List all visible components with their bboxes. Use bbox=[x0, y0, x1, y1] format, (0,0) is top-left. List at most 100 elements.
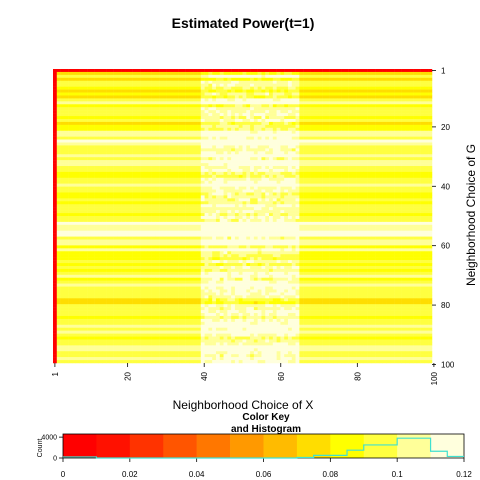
heatmap-cell bbox=[295, 145, 300, 149]
heatmap-cell bbox=[234, 130, 239, 134]
heatmap-cell bbox=[333, 183, 338, 187]
heatmap-cell bbox=[113, 86, 118, 90]
heatmap-cell bbox=[280, 121, 285, 126]
heatmap-cell bbox=[359, 148, 365, 152]
heatmap-cell bbox=[318, 166, 323, 170]
heatmap-cell bbox=[174, 127, 179, 131]
heatmap-cell bbox=[125, 192, 130, 196]
heatmap-cell bbox=[405, 124, 410, 129]
heatmap-cell bbox=[200, 74, 205, 79]
heatmap-cell bbox=[227, 77, 232, 82]
heatmap-cell bbox=[208, 207, 213, 211]
heatmap-cell bbox=[390, 154, 395, 158]
heatmap-cell bbox=[348, 104, 353, 108]
heatmap-cell bbox=[314, 86, 319, 90]
heatmap-cell bbox=[117, 92, 122, 96]
heatmap-cell bbox=[295, 77, 300, 82]
heatmap-cell bbox=[68, 80, 73, 84]
heatmap-cell bbox=[234, 83, 239, 87]
heatmap-cell bbox=[71, 83, 76, 87]
heatmap-cell bbox=[420, 195, 425, 199]
heatmap-cell bbox=[132, 174, 137, 179]
heatmap-cell bbox=[246, 121, 251, 126]
heatmap-cell bbox=[208, 195, 213, 199]
heatmap-cell bbox=[413, 92, 418, 96]
heatmap-cell bbox=[420, 124, 425, 129]
heatmap-cell bbox=[185, 104, 190, 108]
heatmap-cell bbox=[314, 80, 319, 84]
heatmap-cell bbox=[375, 118, 380, 123]
heatmap-cell bbox=[215, 204, 221, 208]
heatmap-cell bbox=[178, 168, 183, 173]
heatmap-cell bbox=[325, 180, 330, 184]
heatmap-cell bbox=[106, 118, 111, 123]
heatmap-cell bbox=[363, 86, 368, 90]
heatmap-cell bbox=[356, 77, 361, 82]
heatmap-cell bbox=[367, 157, 372, 161]
heatmap-cell bbox=[98, 89, 103, 93]
heatmap-cell bbox=[318, 118, 323, 123]
heatmap-cell bbox=[204, 86, 209, 90]
heatmap-cell bbox=[322, 207, 327, 211]
heatmap-cell bbox=[231, 189, 236, 193]
heatmap-cell bbox=[125, 166, 130, 170]
heatmap-cell bbox=[121, 95, 126, 99]
heatmap-cell bbox=[272, 180, 277, 184]
heatmap-cell bbox=[405, 127, 410, 131]
heatmap-cell bbox=[386, 121, 391, 126]
heatmap-cell bbox=[128, 186, 133, 190]
heatmap-cell bbox=[306, 177, 311, 181]
heatmap-cell bbox=[344, 207, 349, 211]
heatmap-cell bbox=[204, 180, 209, 184]
heatmap-cell bbox=[87, 148, 92, 152]
heatmap-cell bbox=[250, 171, 255, 176]
heatmap-cell bbox=[344, 151, 349, 155]
heatmap-cell bbox=[178, 107, 183, 111]
heatmap-cell bbox=[60, 113, 65, 117]
heatmap-cell bbox=[147, 86, 152, 90]
heatmap-cell bbox=[155, 80, 160, 84]
heatmap-cell bbox=[174, 71, 179, 76]
heatmap-cell bbox=[185, 192, 190, 196]
heatmap-cell bbox=[166, 204, 171, 208]
heatmap-cell bbox=[162, 157, 167, 161]
heatmap-cell bbox=[397, 210, 402, 214]
heatmap-cell bbox=[390, 101, 395, 105]
heatmap-cell bbox=[303, 166, 308, 170]
heatmap-cell bbox=[113, 168, 118, 173]
heatmap-cell bbox=[181, 136, 186, 140]
heatmap-cell bbox=[125, 130, 130, 134]
heatmap-cell bbox=[299, 148, 304, 152]
heatmap-cell bbox=[231, 210, 236, 214]
heatmap-cell bbox=[113, 139, 118, 143]
heatmap-cell bbox=[94, 201, 99, 205]
heatmap-cell bbox=[56, 195, 61, 199]
heatmap-cell bbox=[212, 151, 217, 155]
heatmap-cell bbox=[87, 160, 92, 164]
heatmap-cell bbox=[174, 118, 179, 123]
heatmap-cell bbox=[375, 80, 380, 84]
heatmap-cell bbox=[71, 130, 76, 134]
heatmap-cell bbox=[193, 113, 198, 117]
heatmap-cell bbox=[185, 168, 190, 173]
heatmap-cell bbox=[352, 151, 357, 155]
heatmap-cell bbox=[60, 74, 65, 79]
heatmap-cell bbox=[75, 163, 80, 167]
heatmap-cell bbox=[121, 92, 126, 96]
heatmap-cell bbox=[428, 148, 433, 152]
heatmap-cell bbox=[193, 74, 198, 79]
heatmap-cell bbox=[208, 177, 213, 181]
heatmap-cell bbox=[295, 116, 300, 120]
heatmap-cell bbox=[204, 145, 209, 149]
heatmap-cell bbox=[261, 74, 266, 79]
heatmap-cell bbox=[185, 177, 190, 181]
heatmap-cell bbox=[272, 210, 277, 214]
heatmap-cell bbox=[371, 83, 376, 87]
heatmap-cell bbox=[413, 198, 418, 202]
heatmap-cell bbox=[231, 107, 236, 111]
heatmap-cell bbox=[356, 177, 361, 181]
heatmap-cell bbox=[386, 69, 391, 73]
heatmap-cell bbox=[333, 171, 338, 176]
heatmap-cell bbox=[405, 145, 410, 149]
heatmap-cell bbox=[136, 163, 141, 167]
